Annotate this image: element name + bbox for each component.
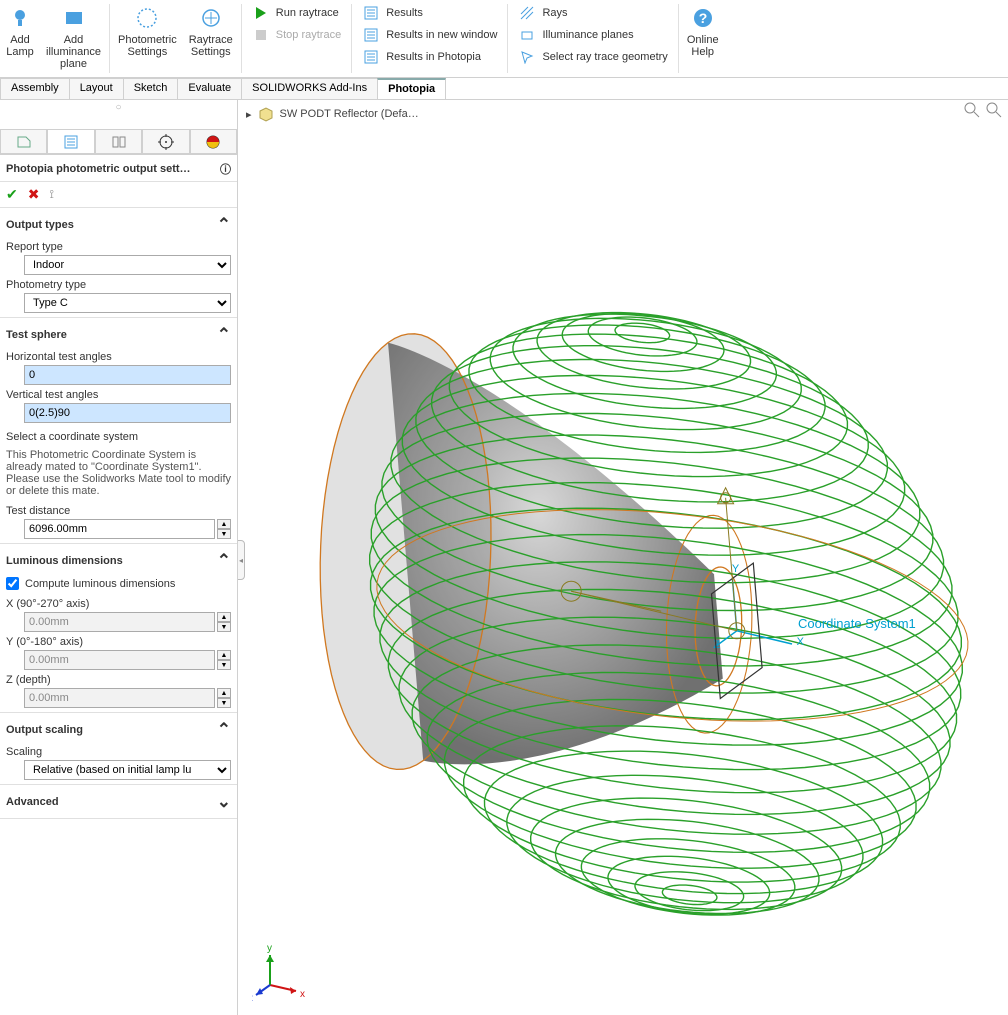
z-depth-input xyxy=(24,688,215,708)
panel-tab-property[interactable] xyxy=(47,129,94,154)
view-triad[interactable]: x y z xyxy=(252,945,308,1001)
panel-tab-appearance[interactable] xyxy=(190,129,237,154)
svg-text:Y: Y xyxy=(732,563,740,575)
z-depth-label: Z (depth) xyxy=(6,670,231,688)
tab-sketch[interactable]: Sketch xyxy=(123,78,179,99)
property-panel: ○ Photopia photometric output sett… ⓘ ✔ … xyxy=(0,100,238,1015)
stop-icon xyxy=(252,26,270,44)
raytrace-settings-icon xyxy=(197,4,225,32)
svg-text:x: x xyxy=(300,989,305,1000)
panel-tab-target[interactable] xyxy=(142,129,189,154)
y-down[interactable]: ▼ xyxy=(217,660,231,670)
help-icon: ? xyxy=(689,4,717,32)
x-axis-label: X (90°-270° axis) xyxy=(6,594,231,612)
test-distance-down[interactable]: ▼ xyxy=(217,529,231,539)
raytrace-settings-button[interactable]: Raytrace Settings xyxy=(183,0,239,77)
scaling-label: Scaling xyxy=(6,742,231,760)
accept-button[interactable]: ✔ xyxy=(6,186,18,203)
section-output-scaling[interactable]: Output scaling⌃ xyxy=(6,717,231,742)
panel-tab-feature[interactable] xyxy=(0,129,47,154)
illuminance-planes-button[interactable]: Illuminance planes xyxy=(514,24,671,46)
x-up[interactable]: ▲ xyxy=(217,612,231,622)
coord-system-note: This Photometric Coordinate System is al… xyxy=(6,445,231,501)
plane-icon xyxy=(60,4,88,32)
pin-button[interactable]: ⟟ xyxy=(49,187,53,202)
svg-text:X: X xyxy=(797,636,805,648)
tab-photopia[interactable]: Photopia xyxy=(377,78,446,99)
play-icon xyxy=(252,4,270,22)
test-distance-up[interactable]: ▲ xyxy=(217,519,231,529)
section-advanced[interactable]: Advanced⌄ xyxy=(6,789,231,814)
panel-help-icon[interactable]: ⓘ xyxy=(220,161,231,177)
compute-luminous-checkbox[interactable] xyxy=(6,577,19,590)
panel-tab-config[interactable] xyxy=(95,129,142,154)
svg-text:y: y xyxy=(267,945,272,954)
vert-angles-input[interactable] xyxy=(24,403,231,423)
compute-luminous-label: Compute luminous dimensions xyxy=(25,578,175,590)
photometric-icon xyxy=(133,4,161,32)
lamp-icon xyxy=(6,4,34,32)
coordinate-system-label: Coordinate System1 xyxy=(798,616,916,631)
3d-scene: XYZ Coordinate System1 xyxy=(238,110,1008,1010)
photometric-settings-button[interactable]: Photometric Settings xyxy=(112,0,183,77)
select-geom-icon xyxy=(518,48,536,66)
z-down[interactable]: ▼ xyxy=(217,698,231,708)
section-luminous-dimensions[interactable]: Luminous dimensions⌃ xyxy=(6,548,231,573)
tab-layout[interactable]: Layout xyxy=(69,78,124,99)
stop-raytrace-button: Stop raytrace xyxy=(248,24,345,46)
section-test-sphere[interactable]: Test sphere⌃ xyxy=(6,322,231,347)
scaling-select[interactable]: Relative (based on initial lamp lu xyxy=(24,760,231,780)
horiz-angles-label: Horizontal test angles xyxy=(6,347,231,365)
vert-angles-label: Vertical test angles xyxy=(6,385,231,403)
run-raytrace-button[interactable]: Run raytrace xyxy=(248,2,345,24)
command-tabs: AssemblyLayoutSketchEvaluateSOLIDWORKS A… xyxy=(0,78,1008,100)
y-axis-label: Y (0°-180° axis) xyxy=(6,632,231,650)
horiz-angles-input[interactable] xyxy=(24,365,231,385)
results-photopia-icon xyxy=(362,48,380,66)
test-distance-input[interactable] xyxy=(24,519,215,539)
online-help-button[interactable]: ? Online Help xyxy=(681,0,725,77)
tab-evaluate[interactable]: Evaluate xyxy=(177,78,242,99)
panel-tabs xyxy=(0,129,237,155)
panel-title: Photopia photometric output sett… xyxy=(6,163,191,175)
coord-system-label: Select a coordinate system xyxy=(6,423,231,445)
results-button[interactable]: Results xyxy=(358,2,501,24)
graphics-viewport[interactable]: ◂ ▸ SW PODT Reflector (Defa… XYZ Coordin… xyxy=(238,100,1008,1015)
tab-assembly[interactable]: Assembly xyxy=(0,78,70,99)
report-type-label: Report type xyxy=(6,237,231,255)
y-up[interactable]: ▲ xyxy=(217,650,231,660)
add-lamp-button[interactable]: Add Lamp xyxy=(0,0,40,77)
y-axis-input xyxy=(24,650,215,670)
results-photopia-button[interactable]: Results in Photopia xyxy=(358,46,501,68)
results-new-window-button[interactable]: Results in new window xyxy=(358,24,501,46)
svg-text:z: z xyxy=(252,993,253,1001)
select-geometry-button[interactable]: Select ray trace geometry xyxy=(514,46,671,68)
rays-button[interactable]: Rays xyxy=(514,2,671,24)
panel-grip[interactable]: ○ xyxy=(0,100,237,115)
results-icon xyxy=(362,4,380,22)
x-axis-input xyxy=(24,612,215,632)
tab-solidworks-add-ins[interactable]: SOLIDWORKS Add-Ins xyxy=(241,78,378,99)
ribbon: Add Lamp Add illuminance plane Photometr… xyxy=(0,0,1008,78)
photometry-type-select[interactable]: Type C xyxy=(24,293,231,313)
photometry-type-label: Photometry type xyxy=(6,275,231,293)
report-type-select[interactable]: Indoor xyxy=(24,255,231,275)
test-distance-label: Test distance xyxy=(6,501,231,519)
add-illuminance-plane-button[interactable]: Add illuminance plane xyxy=(40,0,107,77)
cancel-button[interactable]: ✖ xyxy=(28,186,40,203)
svg-text:?: ? xyxy=(698,10,707,26)
illum-planes-icon xyxy=(518,26,536,44)
results-window-icon xyxy=(362,26,380,44)
x-down[interactable]: ▼ xyxy=(217,622,231,632)
rays-icon xyxy=(518,4,536,22)
z-up[interactable]: ▲ xyxy=(217,688,231,698)
section-output-types[interactable]: Output types⌃ xyxy=(6,212,231,237)
